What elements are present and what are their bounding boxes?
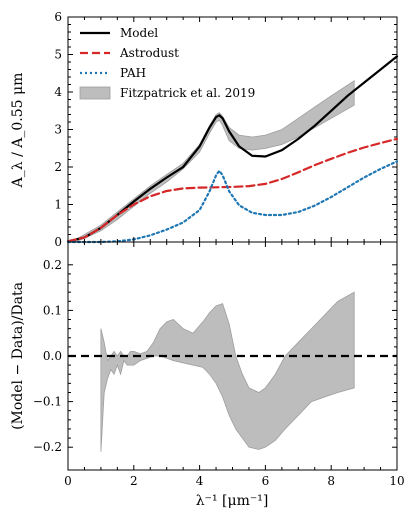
x-tick-label: 4	[196, 474, 204, 488]
top-plot-frame	[67, 16, 398, 243]
bottom-y-tick-label: 0.1	[43, 303, 62, 317]
top-panel: 0 1 2 3 4 5 6 A_λ / A_0.55 μm Model Astrodust PA…	[10, 10, 399, 249]
x-tick-label: 8	[327, 474, 335, 488]
top-y-tick-label: 4	[54, 85, 62, 99]
top-y-tick-label: 5	[54, 48, 62, 62]
x-tick-label: 0	[64, 474, 72, 488]
legend-swatch	[79, 86, 111, 100]
legend-label: Astrodust	[119, 46, 179, 60]
series-line-model	[66, 55, 399, 243]
fitzpatrick-band	[74, 80, 355, 243]
x-axis-label: λ⁻¹ [μm⁻¹]	[196, 493, 269, 509]
x-tick-label: 10	[389, 474, 404, 488]
residual-band	[100, 291, 355, 452]
series-line-astrodust	[66, 137, 399, 243]
top-y-tick-label: 1	[54, 198, 62, 212]
bottom-y-tick-label: −0.2	[33, 440, 62, 454]
top-y-axis-label: A_λ / A_0.55 μm	[10, 73, 26, 189]
bottom-y-tick-label: −0.1	[33, 395, 62, 409]
bottom-y-tick-label: 0.0	[43, 349, 62, 363]
bottom-y-tick-label: 0.2	[43, 258, 62, 272]
top-y-tick-label: 3	[54, 123, 62, 137]
top-y-tick-label: 0	[54, 235, 62, 249]
legend: Model Astrodust PAH Fitzpatrick et al. 2019	[79, 26, 255, 100]
bottom-y-axis-label: (Model − Data)/Data	[10, 282, 26, 430]
top-y-tick-label: 6	[54, 10, 62, 24]
legend-label: Fitzpatrick et al. 2019	[120, 86, 255, 100]
series-line-pah	[66, 160, 399, 244]
x-tick-label: 6	[262, 474, 270, 488]
bottom-panel: 0 2 4 6 8 10 −0.2 −0.1 0.0 0.1 0.2 (Model − Data)…	[10, 241, 405, 509]
legend-label: Model	[120, 26, 158, 40]
x-tick-label: 2	[130, 474, 138, 488]
legend-label: PAH	[120, 66, 146, 80]
top-y-tick-label: 2	[54, 160, 62, 174]
